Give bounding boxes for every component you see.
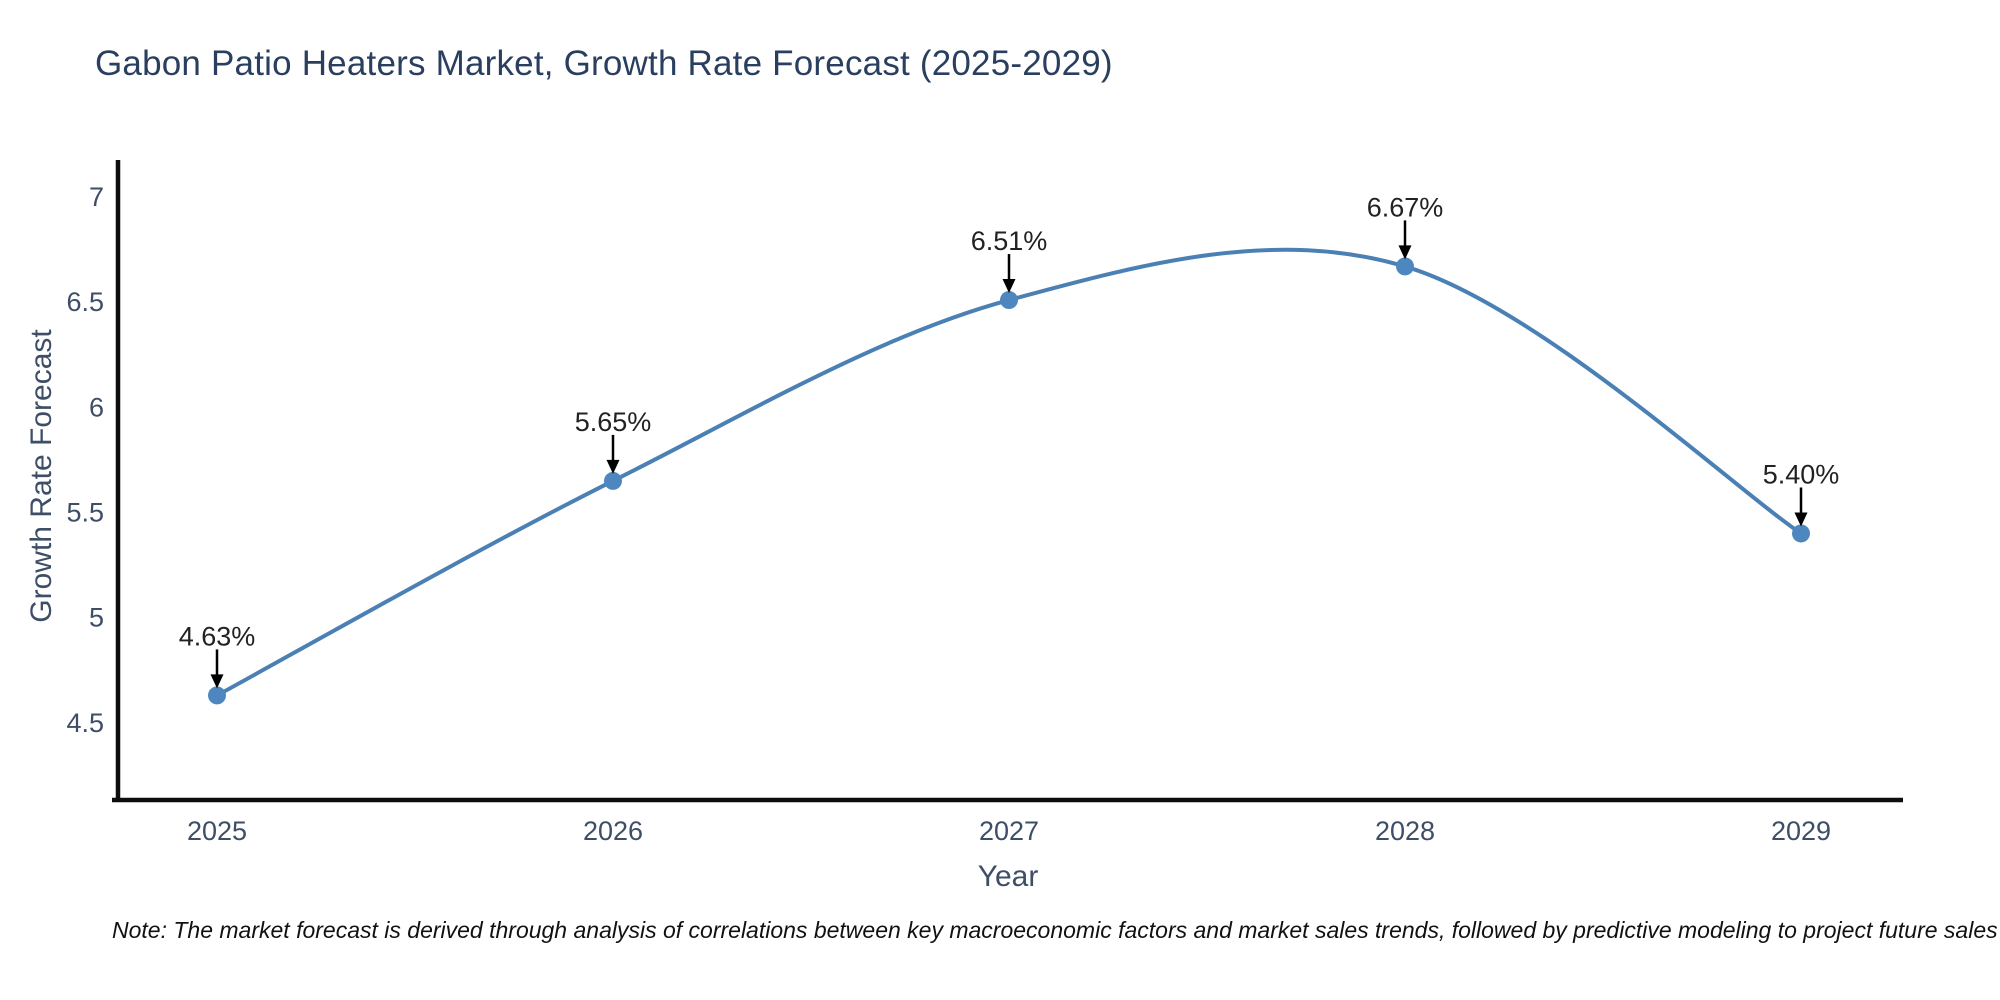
data-point-marker	[208, 686, 226, 705]
annotation-arrowhead-icon	[210, 674, 224, 689]
data-point-marker	[1792, 524, 1810, 543]
x-tick-label: 2027	[979, 816, 1039, 846]
y-tick-label: 6	[89, 392, 104, 422]
y-tick-label: 5.5	[66, 497, 104, 527]
chart-title: Gabon Patio Heaters Market, Growth Rate …	[95, 44, 1113, 83]
data-point-marker	[1396, 257, 1414, 276]
footnote: Note: The market forecast is derived thr…	[112, 917, 1998, 943]
y-tick-label: 4.5	[66, 708, 104, 738]
x-tick-label: 2025	[187, 816, 247, 846]
annotation-label: 5.40%	[1763, 459, 1840, 489]
y-tick-label: 7	[89, 182, 104, 212]
data-point-marker	[604, 471, 622, 490]
x-tick-label: 2029	[1771, 816, 1831, 846]
x-tick-label: 2028	[1375, 816, 1435, 846]
annotation-arrowhead-icon	[1002, 279, 1016, 294]
x-tick-label: 2026	[583, 816, 643, 846]
x-axis-title: Year	[977, 860, 1039, 893]
annotation-label: 6.67%	[1367, 192, 1444, 222]
data-point-marker	[1000, 291, 1018, 310]
trend-line	[215, 247, 1803, 698]
y-tick-label: 5	[89, 603, 104, 633]
annotation-arrowhead-icon	[1794, 512, 1808, 527]
annotation-label: 4.63%	[179, 621, 256, 651]
annotation-label: 6.51%	[971, 226, 1048, 256]
annotation-label: 5.65%	[575, 407, 652, 437]
annotation-arrowhead-icon	[1398, 245, 1412, 260]
annotation-arrowhead-icon	[606, 459, 620, 474]
y-tick-label: 6.5	[66, 287, 104, 317]
